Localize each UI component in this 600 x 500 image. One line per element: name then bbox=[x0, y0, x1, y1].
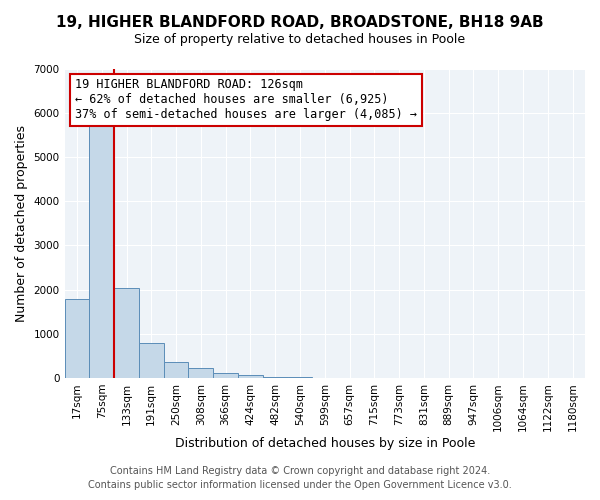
Bar bbox=[164, 362, 188, 378]
Bar bbox=[114, 288, 139, 378]
Text: Size of property relative to detached houses in Poole: Size of property relative to detached ho… bbox=[134, 32, 466, 46]
Text: Contains HM Land Registry data © Crown copyright and database right 2024.
Contai: Contains HM Land Registry data © Crown c… bbox=[88, 466, 512, 490]
Bar bbox=[263, 376, 287, 378]
Bar bbox=[213, 374, 238, 378]
Bar bbox=[139, 342, 164, 378]
Bar bbox=[89, 124, 114, 378]
Bar bbox=[188, 368, 213, 378]
Y-axis label: Number of detached properties: Number of detached properties bbox=[15, 125, 28, 322]
Text: 19, HIGHER BLANDFORD ROAD, BROADSTONE, BH18 9AB: 19, HIGHER BLANDFORD ROAD, BROADSTONE, B… bbox=[56, 15, 544, 30]
Bar bbox=[65, 300, 89, 378]
X-axis label: Distribution of detached houses by size in Poole: Distribution of detached houses by size … bbox=[175, 437, 475, 450]
Text: 19 HIGHER BLANDFORD ROAD: 126sqm
← 62% of detached houses are smaller (6,925)
37: 19 HIGHER BLANDFORD ROAD: 126sqm ← 62% o… bbox=[75, 78, 417, 122]
Bar bbox=[238, 376, 263, 378]
